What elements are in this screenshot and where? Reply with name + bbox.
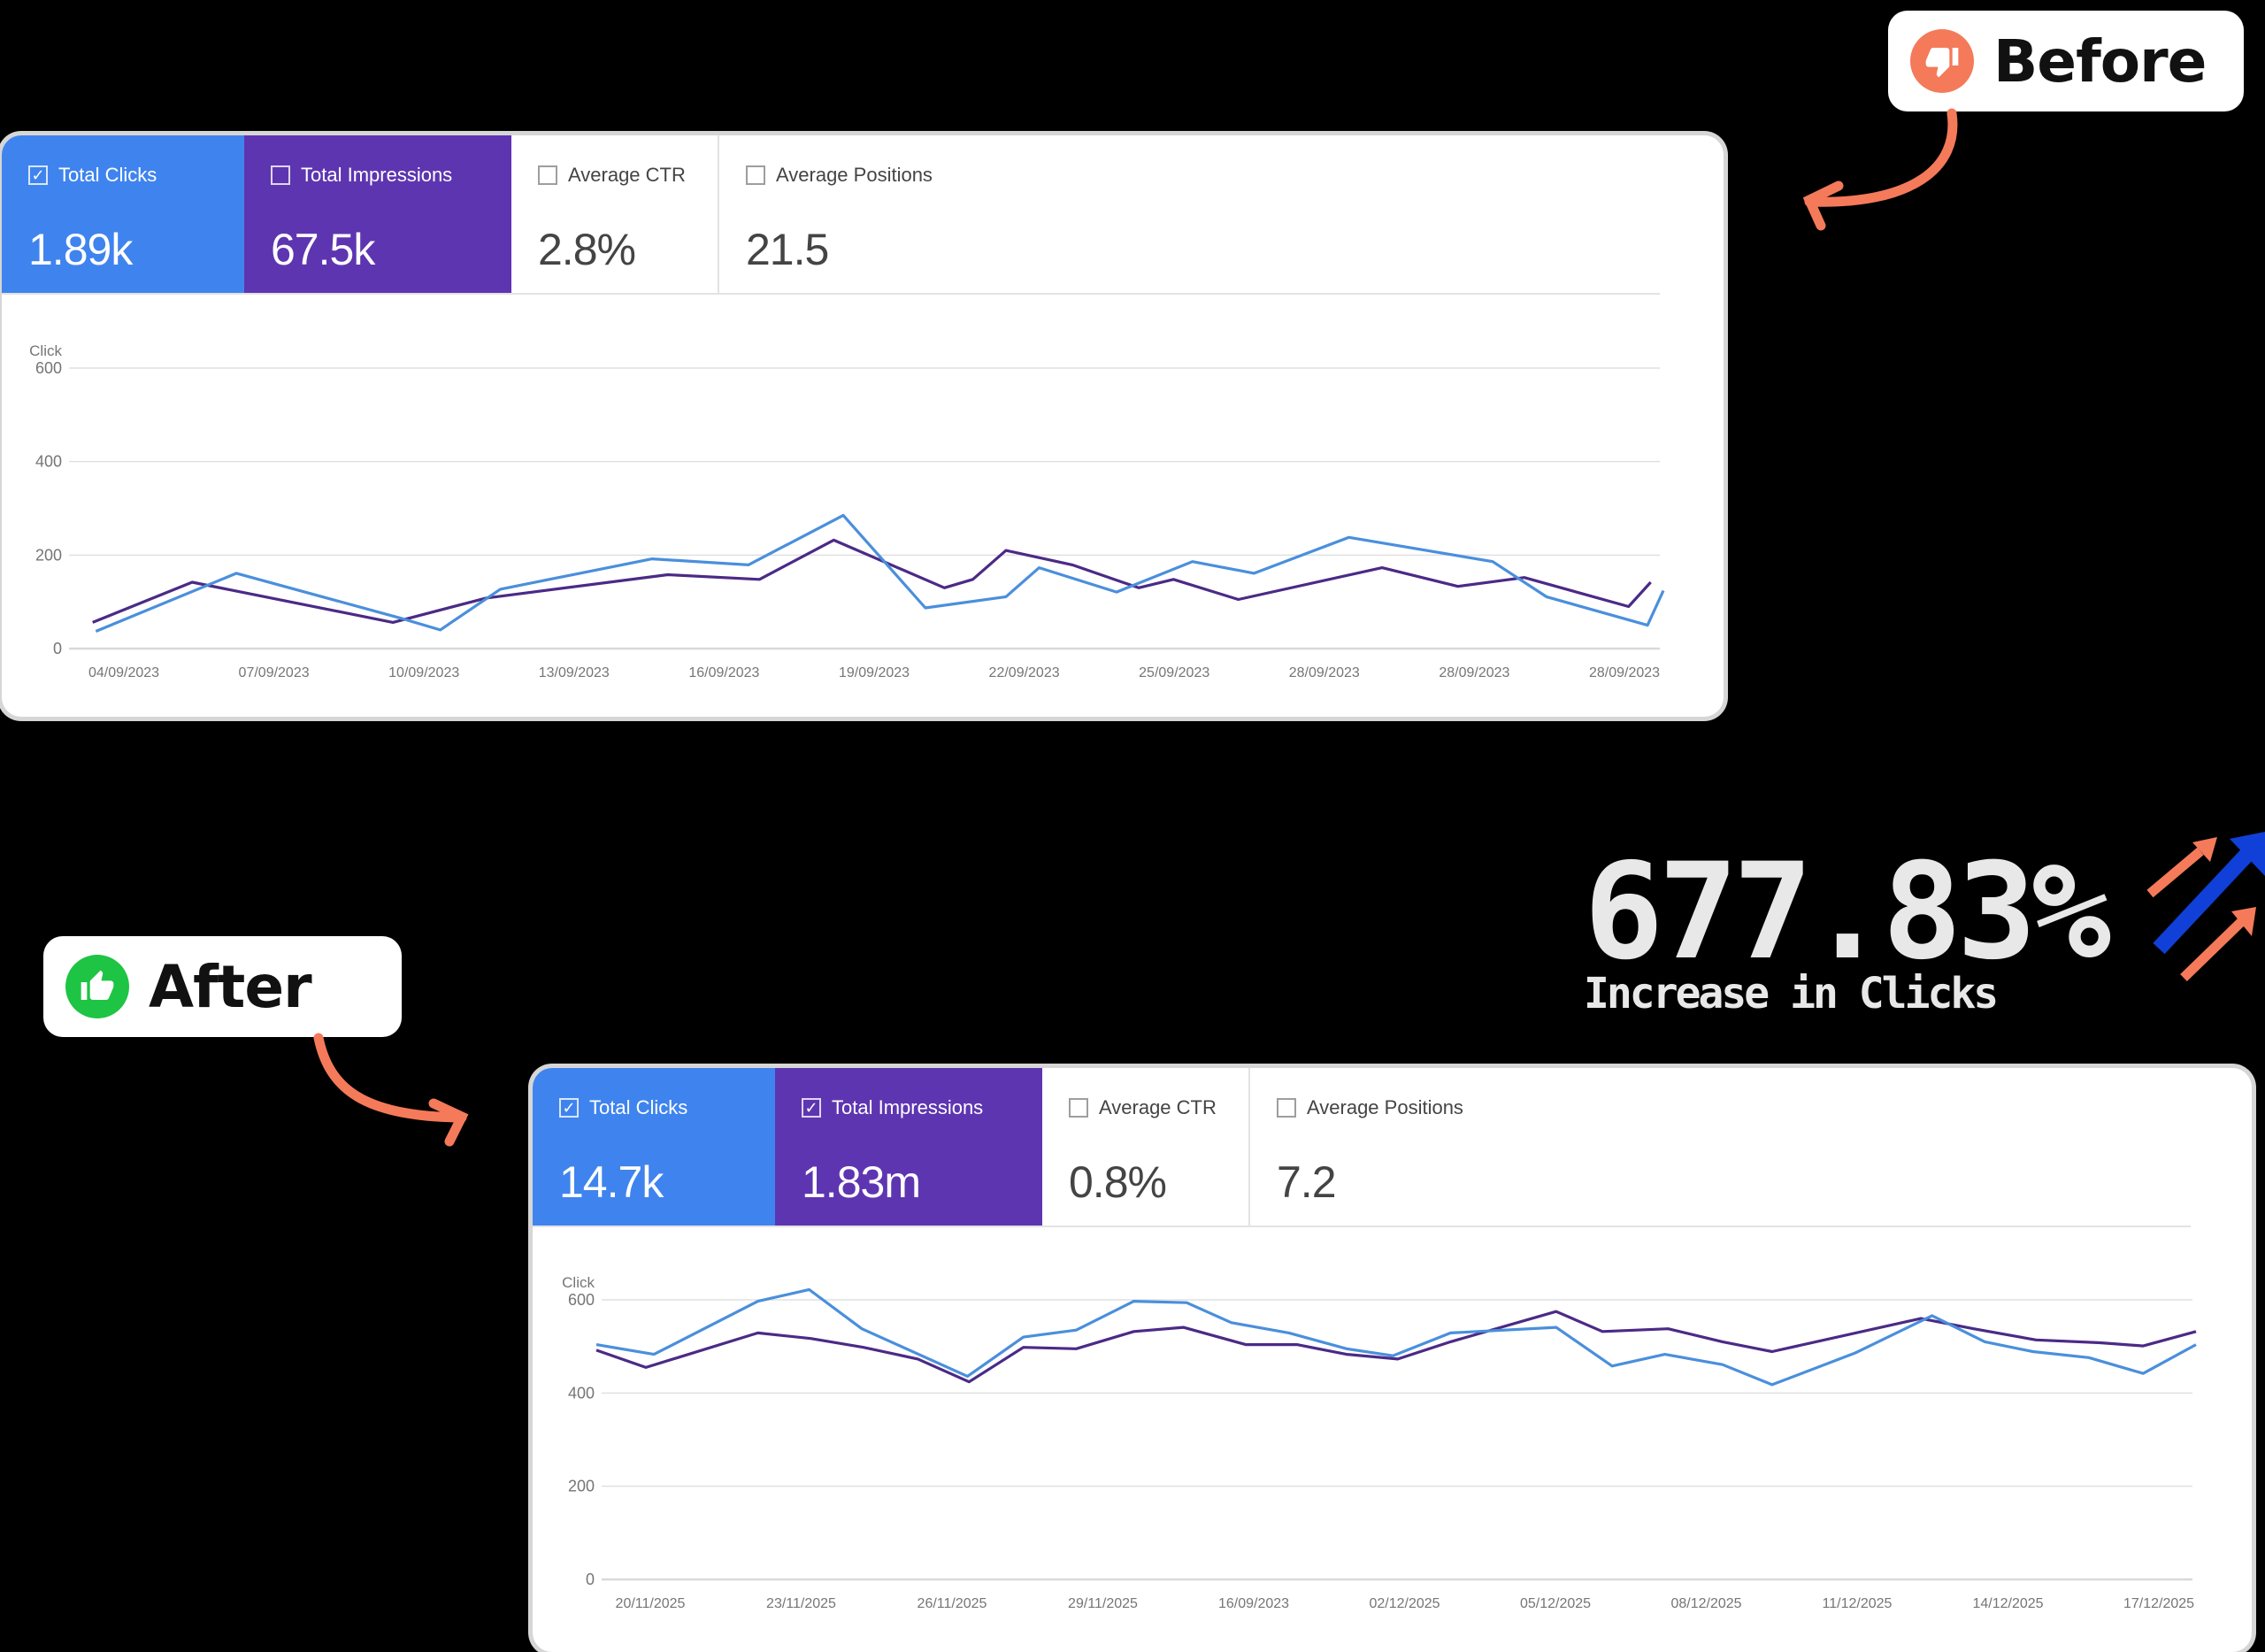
thumbs-up-icon bbox=[65, 955, 129, 1018]
metric-label: Average Positions bbox=[776, 164, 933, 186]
tab-total-clicks[interactable]: ✓ Total Clicks 1.89k bbox=[2, 135, 244, 295]
x-tick-label: 16/09/2023 bbox=[688, 665, 759, 680]
x-tick-label: 25/09/2023 bbox=[1139, 665, 1209, 680]
metric-value: 67.5k bbox=[271, 225, 375, 274]
after-performance-card: ✓ Total Clicks 14.7k ✓ Total Impressions 1… bbox=[533, 1068, 2252, 1652]
metric-label: Average Positions bbox=[1307, 1096, 1463, 1118]
checkbox-checked-icon[interactable]: ✓ bbox=[802, 1098, 821, 1118]
y-tick-label: 200 bbox=[35, 546, 62, 564]
y-tick-label: 0 bbox=[586, 1571, 595, 1588]
increase-percentage: 677.83% bbox=[1584, 835, 2111, 989]
y-tick-label: 200 bbox=[568, 1478, 595, 1495]
metric-value: 1.83m bbox=[802, 1157, 921, 1207]
x-tick-label: 22/09/2023 bbox=[989, 665, 1060, 680]
x-tick-label: 28/09/2023 bbox=[1589, 665, 1660, 680]
x-tick-label: 16/09/2023 bbox=[1218, 1596, 1289, 1611]
series-line-total-clicks bbox=[595, 1287, 2197, 1387]
x-tick-label: 28/09/2023 bbox=[1289, 665, 1360, 680]
after-badge: After bbox=[43, 936, 402, 1037]
tab-average-ctr[interactable]: Average CTR 0.8% bbox=[1042, 1068, 1250, 1227]
tab-total-clicks[interactable]: ✓ Total Clicks 14.7k bbox=[533, 1068, 775, 1227]
metric-label: Total Clicks bbox=[589, 1096, 688, 1118]
checkbox-unchecked-icon[interactable] bbox=[538, 165, 557, 185]
x-tick-label: 17/12/2025 bbox=[2123, 1596, 2194, 1611]
y-tick-label: 0 bbox=[53, 640, 62, 657]
before-performance-card: ✓ Total Clicks 1.89k Total Impressions 67… bbox=[2, 135, 1724, 717]
x-tick-label: 20/11/2025 bbox=[616, 1596, 686, 1611]
x-tick-label: 05/12/2025 bbox=[1520, 1596, 1591, 1611]
checkbox-unchecked-icon[interactable] bbox=[1069, 1098, 1088, 1118]
x-tick-label: 08/12/2025 bbox=[1670, 1596, 1741, 1611]
y-tick-label: 400 bbox=[568, 1384, 595, 1402]
tab-total-impressions[interactable]: ✓ Total Impressions 1.83m bbox=[775, 1068, 1042, 1227]
tab-total-impressions[interactable]: Total Impressions 67.5k bbox=[244, 135, 511, 295]
metric-label: Total Impressions bbox=[301, 164, 453, 186]
x-tick-label: 07/09/2023 bbox=[239, 665, 310, 680]
tab-average-ctr[interactable]: Average CTR 2.8% bbox=[511, 135, 719, 295]
x-tick-label: 14/12/2025 bbox=[1972, 1596, 2043, 1611]
checkbox-unchecked-icon[interactable] bbox=[746, 165, 765, 185]
x-tick-label: 11/12/2025 bbox=[1823, 1596, 1893, 1611]
tab-average-positions[interactable]: Average Positions 7.2 bbox=[1250, 1068, 1516, 1227]
metric-value: 0.8% bbox=[1069, 1157, 1167, 1207]
x-tick-label: 26/11/2025 bbox=[918, 1596, 987, 1611]
trend-up-arrows-icon bbox=[2146, 832, 2265, 981]
before-badge: Before bbox=[1888, 11, 2244, 111]
checkbox-checked-icon[interactable]: ✓ bbox=[559, 1098, 579, 1118]
checkbox-unchecked-icon[interactable] bbox=[271, 165, 290, 185]
x-tick-label: 19/09/2023 bbox=[839, 665, 910, 680]
metric-value: 1.89k bbox=[28, 225, 133, 274]
metric-value: 21.5 bbox=[746, 225, 829, 274]
metric-label: Average CTR bbox=[1099, 1096, 1217, 1118]
metric-label: Total Clicks bbox=[58, 164, 157, 186]
y-tick-label: 400 bbox=[35, 453, 62, 471]
increase-caption: Increase in Clicks bbox=[1584, 969, 1999, 1018]
click-increase-stat: 677.83% Increase in Clicks bbox=[1584, 835, 2111, 1018]
metric-tabs: ✓ Total Clicks 1.89k Total Impressions 67… bbox=[2, 135, 1724, 295]
metric-tabs: ✓ Total Clicks 14.7k ✓ Total Impressions 1… bbox=[533, 1068, 2252, 1227]
x-tick-label: 13/09/2023 bbox=[539, 665, 610, 680]
x-tick-label: 29/11/2025 bbox=[1068, 1596, 1138, 1611]
checkbox-checked-icon[interactable]: ✓ bbox=[28, 165, 48, 185]
x-tick-label: 10/09/2023 bbox=[388, 665, 459, 680]
x-tick-label: 02/12/2025 bbox=[1369, 1596, 1440, 1611]
y-axis-title: Click bbox=[562, 1274, 595, 1291]
tab-average-positions[interactable]: Average Positions 21.5 bbox=[719, 135, 985, 295]
metric-value: 14.7k bbox=[559, 1157, 664, 1207]
y-tick-label: 600 bbox=[568, 1291, 595, 1309]
checkbox-unchecked-icon[interactable] bbox=[1277, 1098, 1296, 1118]
metric-value: 7.2 bbox=[1277, 1157, 1337, 1207]
x-tick-label: 23/11/2025 bbox=[766, 1596, 836, 1611]
series-line-total-impressions bbox=[92, 538, 1652, 625]
metric-label: Average CTR bbox=[568, 164, 686, 186]
metric-value: 2.8% bbox=[538, 225, 636, 274]
y-tick-label: 600 bbox=[35, 359, 62, 377]
after-label: After bbox=[149, 952, 312, 1021]
curved-arrow-left-icon bbox=[1802, 108, 1958, 231]
series-line-total-clicks bbox=[95, 513, 1665, 633]
y-axis-title: Click bbox=[29, 342, 62, 359]
metric-label: Total Impressions bbox=[832, 1096, 984, 1118]
curved-arrow-right-icon bbox=[313, 1033, 469, 1147]
before-label: Before bbox=[1993, 27, 2207, 96]
x-tick-label: 28/09/2023 bbox=[1439, 665, 1509, 680]
thumbs-down-icon bbox=[1910, 29, 1974, 93]
series-line-total-impressions bbox=[595, 1310, 2197, 1384]
x-tick-label: 04/09/2023 bbox=[88, 665, 159, 680]
